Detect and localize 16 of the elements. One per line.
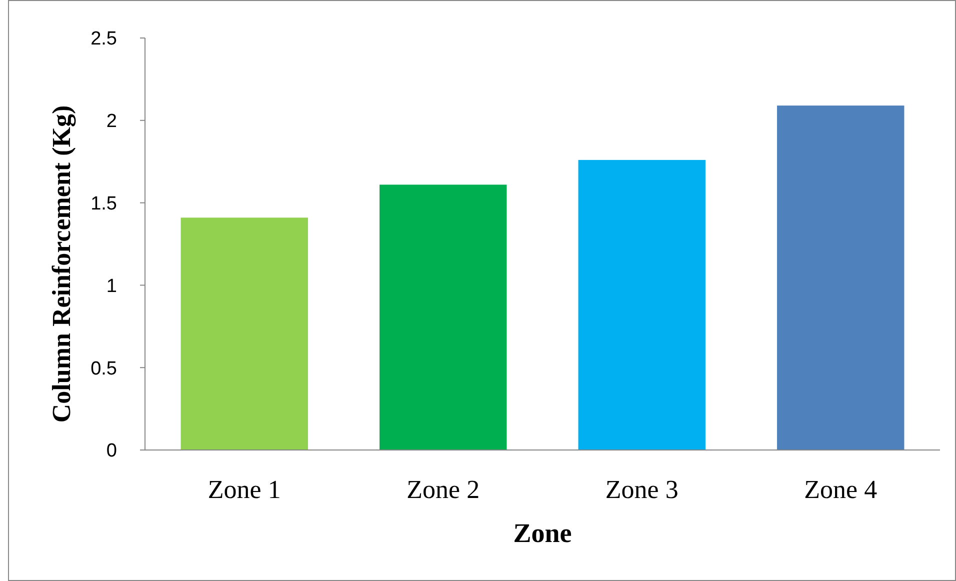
bar: [180, 218, 308, 450]
bar: [380, 184, 507, 450]
y-tick-label: 0: [106, 440, 117, 462]
x-tick-label: Zone 4: [804, 475, 878, 504]
y-tick-label: 2.5: [90, 28, 117, 50]
y-tick-label: 2: [106, 111, 117, 132]
y-axis-title: Column Reinforcement (Kg): [47, 105, 76, 423]
y-tick-label: 0.5: [90, 358, 117, 380]
y-tick-label: 1: [106, 276, 117, 297]
x-axis-title: Zone: [513, 518, 572, 548]
x-tick-label: Zone 3: [605, 475, 678, 504]
bar: [777, 106, 904, 450]
y-tick-label: 1.5: [90, 193, 117, 214]
x-tick-label: Zone 2: [406, 475, 480, 504]
x-tick-label: Zone 1: [208, 475, 281, 504]
bar: [578, 160, 706, 450]
